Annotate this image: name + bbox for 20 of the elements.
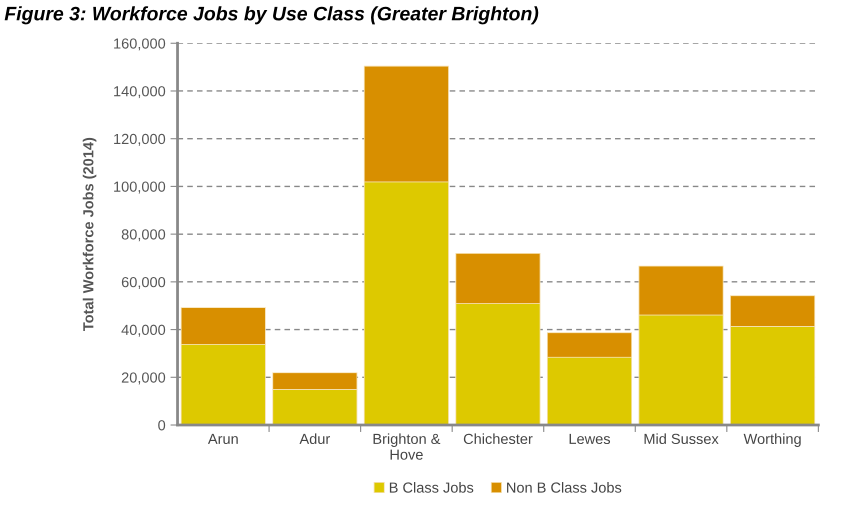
- y-tick-label: 0: [158, 420, 166, 430]
- x-tick-label: Arun: [208, 434, 238, 444]
- y-tick-label: 100,000: [114, 182, 166, 194]
- y-tick-label: 40,000: [121, 324, 166, 337]
- legend-label: Non B Class Jobs: [507, 482, 622, 493]
- y-tick-label: 20,000: [122, 372, 166, 384]
- legend-label: B Class Jobs: [390, 482, 474, 493]
- x-tick-label: Lewes: [570, 434, 610, 444]
- x-tick-label: Chichester: [464, 433, 533, 444]
- y-tick-label: 160,000: [114, 38, 166, 50]
- x-tick-label: Mid Sussex: [644, 433, 719, 444]
- x-tick-label: Worthing: [744, 433, 801, 447]
- y-axis-title: Total Workforce Jobs (2014): [82, 138, 96, 331]
- x-tick-label: Brighton & Hove: [374, 433, 440, 460]
- chart-title: Figure 3: Workforce Jobs by Use Class (Greater Brighton): [4, 6, 538, 24]
- y-tick-label: 140,000: [114, 86, 166, 98]
- x-tick-label: Adur: [299, 433, 330, 444]
- y-tick-label: 80,000: [122, 229, 166, 242]
- y-tick-label: 60,000: [122, 276, 166, 290]
- y-tick-label: 120,000: [114, 134, 166, 146]
